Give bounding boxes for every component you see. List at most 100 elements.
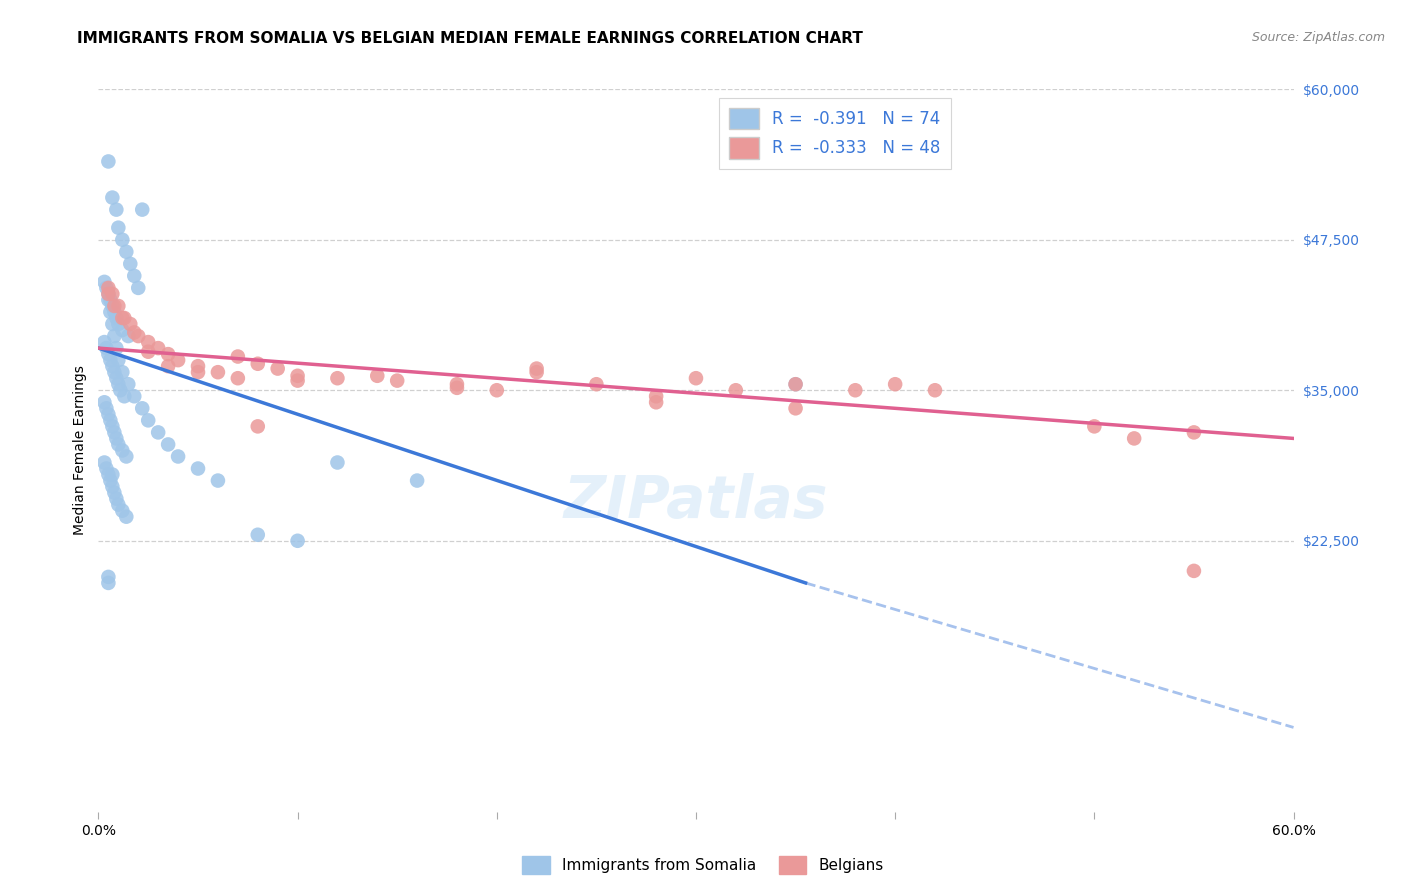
Point [115, 450, 138, 464]
Point [924, 384, 946, 398]
Point [103, 305, 125, 319]
Point [103, 425, 125, 440]
Point [446, 377, 468, 392]
Point [187, 461, 209, 475]
Point [148, 425, 170, 440]
Point [136, 413, 159, 427]
Point [167, 353, 190, 368]
Point [124, 268, 146, 283]
Point [124, 389, 146, 403]
Point [131, 202, 153, 217]
Point [246, 419, 269, 434]
Point [645, 395, 668, 409]
Point [207, 474, 229, 488]
Point [226, 371, 249, 385]
Point [98, 413, 122, 427]
Point [148, 341, 170, 355]
Point [112, 389, 135, 403]
Point [287, 374, 309, 388]
Point [385, 374, 409, 388]
Point [97, 576, 120, 591]
Point [844, 384, 866, 398]
Point [107, 299, 129, 313]
Point [131, 401, 153, 416]
Point [585, 377, 607, 392]
Point [446, 381, 468, 395]
Point [105, 491, 128, 506]
Point [1182, 425, 1205, 440]
Point [97, 281, 120, 295]
Point [101, 286, 124, 301]
Point [111, 323, 134, 337]
Point [97, 286, 120, 301]
Point [406, 474, 429, 488]
Point [107, 498, 129, 512]
Text: ZIPatlas: ZIPatlas [564, 473, 828, 530]
Point [93, 275, 115, 289]
Point [366, 368, 388, 383]
Point [115, 509, 138, 524]
Point [124, 326, 146, 340]
Point [226, 350, 249, 364]
Point [287, 368, 309, 383]
Point [785, 377, 807, 392]
Legend: Immigrants from Somalia, Belgians: Immigrants from Somalia, Belgians [516, 850, 890, 880]
Point [103, 485, 125, 500]
Legend: R =  -0.391   N = 74, R =  -0.333   N = 48: R = -0.391 N = 74, R = -0.333 N = 48 [718, 97, 950, 169]
Point [107, 317, 129, 331]
Point [127, 281, 149, 295]
Y-axis label: Median Female Earnings: Median Female Earnings [73, 366, 87, 535]
Point [105, 371, 128, 385]
Point [107, 377, 129, 392]
Point [120, 257, 142, 271]
Point [136, 344, 159, 359]
Point [785, 377, 807, 392]
Point [101, 359, 124, 373]
Point [96, 341, 118, 355]
Point [98, 353, 122, 368]
Point [111, 233, 134, 247]
Point [326, 455, 349, 469]
Point [96, 461, 118, 475]
Point [117, 377, 139, 392]
Point [97, 467, 120, 482]
Point [207, 365, 229, 379]
Point [287, 533, 309, 548]
Point [111, 443, 134, 458]
Point [105, 341, 128, 355]
Point [101, 299, 124, 313]
Point [98, 474, 122, 488]
Point [107, 437, 129, 451]
Point [101, 480, 124, 494]
Point [526, 361, 548, 376]
Point [107, 220, 129, 235]
Point [93, 334, 115, 349]
Point [526, 365, 548, 379]
Point [267, 361, 290, 376]
Point [246, 527, 269, 541]
Point [111, 310, 134, 325]
Point [187, 359, 209, 373]
Point [103, 299, 125, 313]
Point [187, 365, 209, 379]
Point [115, 244, 138, 259]
Point [97, 407, 120, 421]
Point [157, 359, 180, 373]
Point [97, 347, 120, 361]
Point [120, 317, 142, 331]
Point [111, 503, 134, 517]
Point [97, 154, 120, 169]
Point [157, 437, 180, 451]
Point [884, 377, 907, 392]
Point [101, 467, 124, 482]
Point [326, 371, 349, 385]
Point [105, 202, 128, 217]
Point [101, 317, 124, 331]
Point [112, 310, 135, 325]
Point [98, 293, 122, 307]
Point [136, 334, 159, 349]
Point [485, 384, 508, 398]
Point [93, 395, 115, 409]
Point [96, 281, 118, 295]
Point [103, 329, 125, 343]
